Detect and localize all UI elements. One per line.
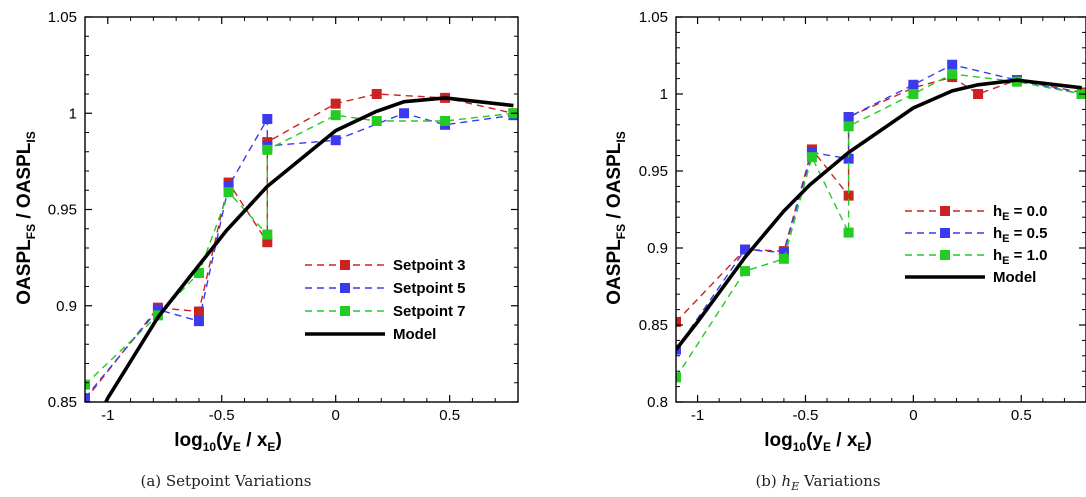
legend-marker	[940, 250, 950, 260]
data-point-marker	[843, 112, 854, 123]
data-point-marker	[193, 316, 204, 327]
legend-label: hE = 1.0	[993, 247, 1047, 267]
data-point-marker	[778, 253, 789, 264]
series-line-0	[85, 93, 514, 401]
legend-marker	[940, 228, 950, 238]
data-point-marker	[85, 393, 90, 402]
legend-label: Setpoint 7	[393, 303, 466, 320]
plot-frame-b	[675, 16, 1086, 403]
caption-b: (b) hE Variations	[755, 472, 880, 493]
legend-label: hE = 0.0	[993, 203, 1047, 223]
x-tick-label: 0	[332, 407, 340, 424]
data-point-marker	[676, 344, 681, 355]
x-tick-label: 0	[909, 407, 917, 424]
data-point-marker	[676, 372, 681, 383]
legend-label: Setpoint 5	[393, 280, 466, 297]
data-point-marker	[262, 237, 273, 248]
data-point-marker	[223, 187, 234, 198]
x-axis-label-b: log10(yE / xE)	[764, 430, 872, 454]
series-line-2	[85, 112, 514, 386]
y-axis-label-b: OASPLFS / OASPLIS	[604, 131, 628, 304]
y-tick-label: 1	[660, 86, 668, 103]
data-point-marker	[330, 135, 341, 146]
series-line-0	[676, 76, 1082, 323]
legend-marker	[340, 283, 350, 293]
data-point-marker	[740, 244, 751, 255]
data-point-marker	[330, 110, 341, 121]
y-tick-label: 0.9	[56, 298, 77, 315]
data-point-marker	[262, 144, 273, 155]
legend-marker	[940, 206, 950, 216]
x-tick-label: -0.5	[793, 407, 819, 424]
data-point-marker	[973, 89, 984, 99]
y-axis-label-a: OASPLFS / OASPLIS	[14, 131, 38, 304]
data-point-marker	[193, 268, 204, 279]
y-tick-label: 0.8	[647, 394, 668, 411]
data-point-marker	[947, 68, 958, 79]
y-tick-label: 1	[69, 105, 77, 122]
y-tick-label: 0.85	[639, 317, 668, 334]
series-line-2	[676, 73, 1082, 378]
data-point-marker	[262, 114, 273, 125]
y-tick-label: 1.05	[639, 9, 668, 26]
data-point-marker	[947, 59, 958, 70]
y-tick-label: 0.9	[647, 240, 668, 257]
series-line-1	[676, 64, 1082, 350]
series-line-1	[85, 112, 514, 399]
y-tick-label: 0.95	[48, 202, 77, 219]
data-point-marker	[262, 229, 273, 240]
data-point-marker	[152, 304, 163, 315]
data-point-marker	[806, 152, 817, 163]
x-tick-label: -1	[101, 407, 114, 424]
series-line-3	[103, 96, 514, 402]
data-point-marker	[676, 316, 681, 327]
data-point-marker	[330, 98, 341, 109]
data-point-marker	[843, 121, 854, 132]
data-point-marker	[371, 89, 382, 99]
legend-a: Setpoint 3 Setpoint 5 Setpoint 7 Model	[305, 257, 466, 343]
series-line-3	[676, 78, 1082, 351]
y-tick-label: 0.95	[639, 163, 668, 180]
legend-label: Model	[393, 326, 436, 343]
legend-label: Setpoint 3	[393, 257, 466, 274]
x-tick-label: 0.5	[439, 407, 460, 424]
data-point-marker	[778, 247, 789, 258]
legend-marker	[340, 306, 350, 316]
data-point-marker	[371, 115, 382, 126]
x-axis-label-a: log10(yE / xE)	[174, 430, 282, 454]
data-point-marker	[399, 108, 410, 119]
caption-a: (a) Setpoint Variations	[140, 472, 311, 490]
x-tick-label: 0.5	[1011, 407, 1032, 424]
plot-frame-a	[84, 16, 519, 403]
data-point-marker	[908, 89, 919, 99]
data-point-marker	[740, 266, 751, 277]
y-tick-label: 1.05	[48, 9, 77, 26]
data-point-marker	[193, 306, 204, 317]
data-point-marker	[440, 115, 451, 126]
data-point-marker	[85, 379, 90, 390]
data-point-marker	[843, 153, 854, 164]
x-tick-label: -0.5	[209, 407, 235, 424]
y-tick-label: 0.85	[48, 394, 77, 411]
legend-label: Model	[993, 269, 1036, 286]
data-point-marker	[223, 181, 234, 192]
data-point-marker	[843, 190, 854, 201]
x-tick-label: -1	[691, 407, 704, 424]
data-point-marker	[908, 79, 919, 90]
data-point-marker	[843, 227, 854, 238]
legend-b: hE = 0.0hE = 0.5hE = 1.0 Model	[905, 203, 1047, 286]
legend-marker	[340, 260, 350, 270]
legend-label: hE = 0.5	[993, 225, 1047, 245]
